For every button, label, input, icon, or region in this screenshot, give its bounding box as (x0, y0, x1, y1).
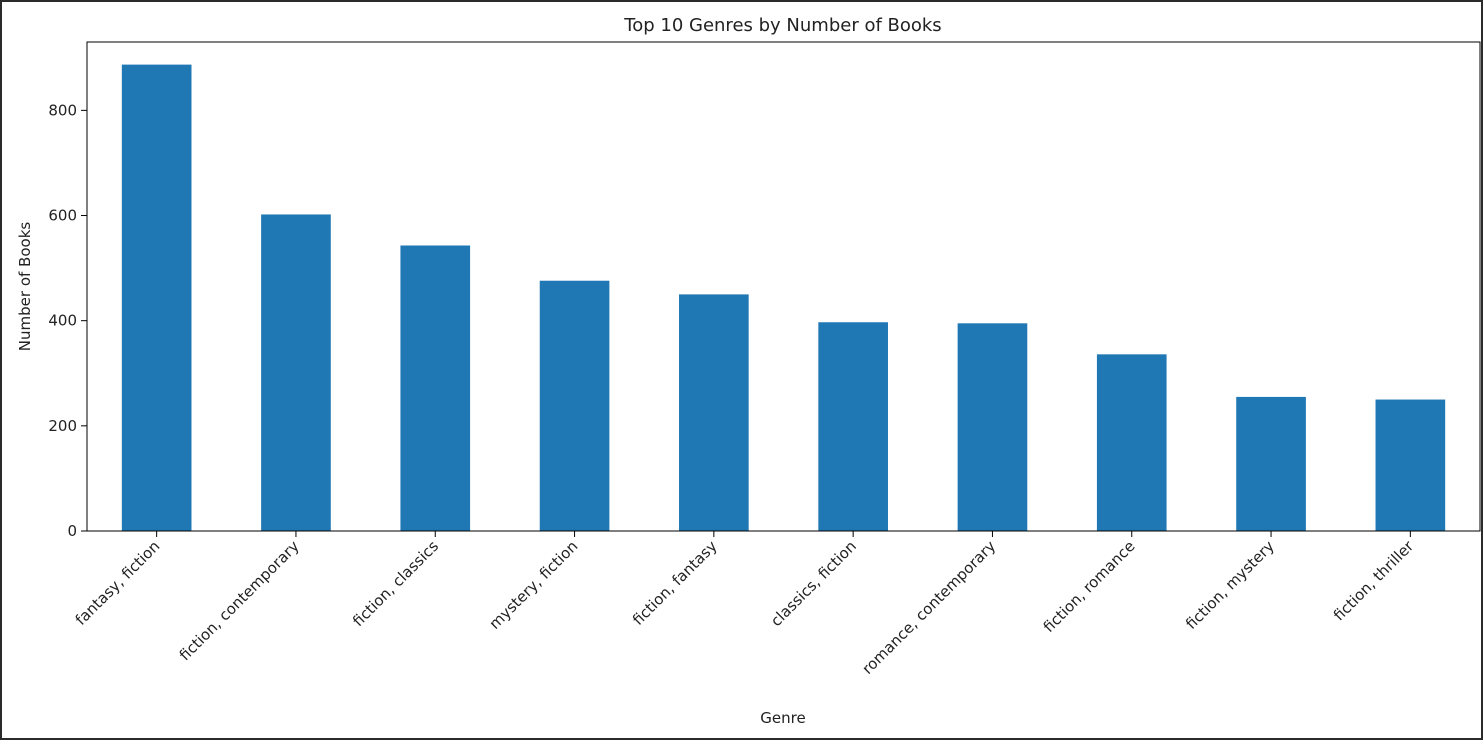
bar-7 (957, 323, 1028, 531)
y-axis-label: Number of Books (16, 222, 34, 352)
bar-8 (1096, 354, 1167, 531)
x-tick-label: fiction, romance (1040, 537, 1139, 636)
y-tick-label: 200 (48, 417, 77, 435)
x-tick-label: fantasy, fiction (72, 537, 164, 629)
bar-9 (1236, 396, 1306, 531)
x-axis-ticks: fantasy, fiction fiction, contemporary fic… (72, 531, 1418, 678)
y-axis-ticks: 0 200 400 600 800 (48, 101, 87, 540)
x-tick-label: mystery, fiction (486, 537, 582, 633)
bar-1 (121, 64, 192, 532)
y-tick-label: 400 (48, 312, 77, 330)
x-tick-label: fiction, classics (349, 537, 442, 630)
y-tick-label: 0 (67, 522, 77, 540)
plot-frame (86, 41, 1481, 532)
x-tick-label: fiction, fantasy (629, 537, 721, 629)
bar-10 (1375, 399, 1446, 531)
x-tick-label: fiction, thriller (1330, 537, 1418, 625)
bar-2 (261, 214, 331, 531)
x-axis-label: Genre (760, 709, 805, 727)
x-tick-label: fiction, contemporary (176, 537, 303, 664)
bar-5 (679, 294, 749, 531)
bars-group (121, 64, 1446, 532)
bar-4 (539, 280, 610, 531)
x-tick-label: romance, contemporary (858, 537, 999, 678)
x-tick-label: classics, fiction (767, 537, 860, 630)
y-tick-label: 600 (48, 207, 77, 225)
y-tick-label: 800 (48, 101, 77, 119)
bar-3 (400, 245, 471, 532)
bar-6 (818, 322, 888, 531)
chart-title: Top 10 Genres by Number of Books (623, 15, 941, 36)
x-tick-label: fiction, mystery (1182, 537, 1278, 633)
